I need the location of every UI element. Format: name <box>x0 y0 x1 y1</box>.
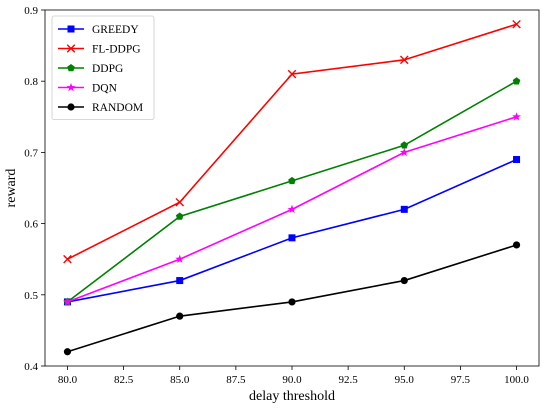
data-point-greedy <box>176 277 184 285</box>
legend-swatch-marker <box>67 25 75 33</box>
data-point-greedy <box>513 156 521 164</box>
y-tick-label: 0.4 <box>24 361 38 373</box>
data-point-fl-ddpg <box>287 69 297 79</box>
legend-label: DDPG <box>92 63 123 75</box>
legend-swatch-marker <box>66 82 76 92</box>
x-tick-label: 90.0 <box>282 374 302 386</box>
data-point-dqn <box>175 254 185 263</box>
data-point-dqn <box>287 204 297 214</box>
x-tick-label: 87.5 <box>226 374 246 386</box>
data-point-fl-ddpg <box>399 55 409 65</box>
data-point-ddpg <box>175 212 184 220</box>
data-point-greedy <box>288 234 296 242</box>
legend-label: RANDOM <box>92 102 143 114</box>
legend-label: DQN <box>92 83 118 95</box>
legend-entry-random: RANDOM <box>58 102 143 114</box>
data-point-random <box>63 348 72 356</box>
series-dqn <box>63 112 521 306</box>
data-point-greedy <box>400 205 408 213</box>
data-point-fl-ddpg <box>512 19 521 29</box>
x-tick-label: 97.5 <box>451 374 471 386</box>
data-point-random <box>512 241 521 249</box>
legend-swatch-marker <box>67 103 75 111</box>
legend-entry-fl-ddpg: FL-DDPG <box>58 44 141 56</box>
x-tick-label: 95.0 <box>395 374 415 386</box>
series-random <box>63 241 521 356</box>
legend-swatch-marker <box>66 44 76 53</box>
y-tick-label: 0.9 <box>24 5 38 17</box>
data-point-ddpg <box>512 77 521 85</box>
y-tick-label: 0.7 <box>24 147 38 159</box>
data-point-dqn <box>399 147 409 157</box>
y-tick-label: 0.6 <box>24 219 38 231</box>
x-tick-label: 85.0 <box>170 374 190 386</box>
legend-box <box>51 15 155 120</box>
ticks-layer: 80.0 82.5 85.0 87.5 90.0 92.5 95.0 97.5 100.0 0.4… <box>24 5 529 386</box>
series-fl-ddpg <box>63 19 521 264</box>
x-tick-label: 82.5 <box>114 374 134 386</box>
data-point-fl-ddpg <box>63 254 72 264</box>
legend-swatch-marker <box>67 64 75 72</box>
data-point-fl-ddpg <box>175 197 185 207</box>
x-tick-label: 92.5 <box>339 374 359 386</box>
x-tick-label: 80.0 <box>58 374 78 386</box>
legend: GREEDY FL-DDPG DDPG DQN RANDOM <box>51 15 155 120</box>
data-point-dqn <box>512 112 521 121</box>
legend-entry-ddpg: DDPG <box>58 63 123 75</box>
x-tick-label: 100.0 <box>504 374 529 386</box>
x-axis-label: delay threshold <box>249 389 335 404</box>
y-tick-label: 0.8 <box>24 76 38 88</box>
data-point-random <box>176 312 184 320</box>
data-point-dqn <box>63 297 72 306</box>
series-layer <box>63 19 521 356</box>
y-tick-label: 0.5 <box>24 290 38 302</box>
data-point-random <box>400 276 408 285</box>
data-point-ddpg <box>288 176 296 185</box>
y-axis-label: reward <box>4 169 19 208</box>
legend-entry-greedy: GREEDY <box>58 24 139 36</box>
legend-entry-dqn: DQN <box>58 83 118 95</box>
legend-label: FL-DDPG <box>92 44 141 56</box>
data-point-ddpg <box>400 141 409 149</box>
legend-label: GREEDY <box>92 24 139 36</box>
data-point-random <box>288 298 296 306</box>
